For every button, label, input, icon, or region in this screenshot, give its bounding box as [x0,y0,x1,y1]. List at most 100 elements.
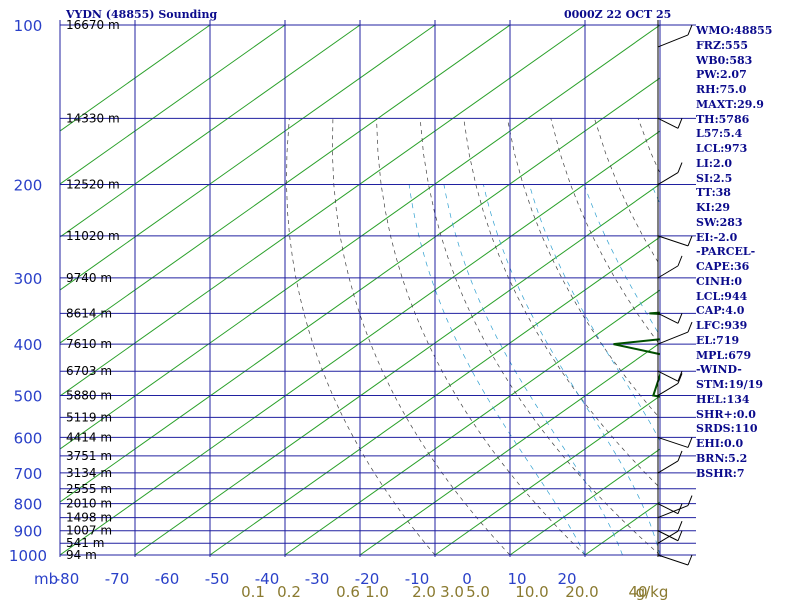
grid [59,20,696,557]
wind-barb-feather [687,321,693,333]
index-line: TT:38 [696,186,731,200]
wind-barb-feather [677,450,683,462]
height-label: 1007 m [66,524,112,538]
index-line: EI:-2.0 [696,230,738,244]
wind-barb-feather [677,255,683,267]
index-line: -WIND- [696,363,742,377]
wind-barb [657,162,683,185]
wind-barb [657,521,683,544]
index-line: LCL:973 [696,142,748,155]
station-title: VYDN (48855) Sounding [66,8,218,21]
wind-barb [657,321,693,345]
height-label: 9740 m [66,271,112,285]
pressure-label: 500 [14,387,43,405]
index-line: KI:29 [696,201,731,214]
wind-barb-shaft [657,530,679,544]
index-line: SRDS:110 [696,422,758,436]
height-label: 94 m [66,548,97,562]
temperature-tick-label: -10 [405,570,430,588]
isotherm-line [60,24,211,132]
wind-barb-shaft [657,436,689,448]
wind-barb-feather [687,437,693,448]
dry-adiabat [376,118,586,556]
isotherm-line [359,342,660,556]
mixing-ratio-label: 0.6 [336,583,360,600]
wind-barb [657,235,693,247]
wind-barb-shaft [657,235,689,247]
height-label: 3751 m [66,449,112,463]
wind-barb-feather [687,24,693,36]
wind-barb-feather [687,495,693,506]
wind-barb [657,255,683,279]
wind-barb-feather [677,373,683,384]
wind-barb-shaft [657,554,689,566]
index-line: STM:19/19 [696,378,763,391]
temperature-tick-label: -30 [305,570,330,588]
pressure-label: 600 [14,429,43,447]
wind-barb-feather [677,521,683,532]
index-line: -PARCEL- [696,245,756,259]
index-line: BSHR:7 [696,466,745,480]
index-line: SW:283 [696,215,743,229]
wind-barb-shaft [657,370,679,382]
height-label: 6703 m [66,364,112,378]
isotherm-line [509,448,660,556]
index-line: CINH:0 [696,274,743,288]
height-label: 11020 m [66,229,120,243]
pressure-label: 200 [14,177,43,195]
height-label: 12520 m [66,178,120,192]
index-line: FRZ:555 [696,38,749,52]
temperature-tick-label: -70 [105,570,130,588]
temperature-tick-label: -20 [355,570,380,588]
temperature-tick-label: 20 [557,570,576,588]
index-line: RH:75.0 [696,83,747,96]
wind-barbs [657,20,693,566]
pressure-label: 800 [14,496,43,514]
pressure-label: 400 [14,336,43,354]
index-line: CAPE:36 [696,260,750,273]
isotherm-line [60,130,660,556]
wind-barb [657,503,683,515]
wind-barb [657,24,693,48]
wind-barb-feather [677,313,683,324]
background-lines [60,24,660,556]
wind-barb [657,370,683,382]
wind-barb [657,117,683,129]
wind-barb-shaft [657,383,679,396]
height-label: 14330 m [66,111,120,125]
pressure-label: 900 [14,523,43,541]
wind-barb [657,373,683,396]
temperature-tick-label: -60 [155,570,180,588]
isotherm-line [434,395,660,556]
indices-panel: WMO:48855 FRZ:555 WB0:583 PW:2.07 RH:75.0 MAX… [696,24,800,481]
moist-adiabat [528,184,660,442]
height-label: 16670 m [66,18,120,32]
temperature-tick-label: 0 [462,570,472,588]
pressure-label: 1000 [9,547,47,565]
index-line: SHR+:0.0 [696,407,756,421]
height-label: 7610 m [66,337,112,351]
pressure-label: 100 [14,17,43,35]
wind-barb-feather [677,371,683,382]
ylabel: mb [34,570,58,588]
wind-barb-feather [677,162,683,173]
wind-barb-shaft [657,265,679,279]
mixing-ratio-label: g/kg [636,583,669,600]
wind-barb [657,554,693,566]
wind-barb-shaft [657,172,679,185]
wind-barb-feather [687,554,693,566]
isotherm-line [284,289,660,556]
wind-barb [657,450,683,474]
dry-adiabat [286,118,436,556]
height-label: 2010 m [66,497,112,511]
isotherm-line [60,24,436,291]
height-label: 1498 m [66,511,112,525]
index-line: BRN:5.2 [696,451,748,465]
temperature-tick-label: 10 [507,570,526,588]
mixing-ratio-label: 0.1 [241,583,265,600]
height-label: 4414 m [66,430,112,444]
wind-barb-shaft [657,503,679,515]
wind-barb-feather [677,530,683,541]
index-line: WMO:48855 [696,24,773,37]
